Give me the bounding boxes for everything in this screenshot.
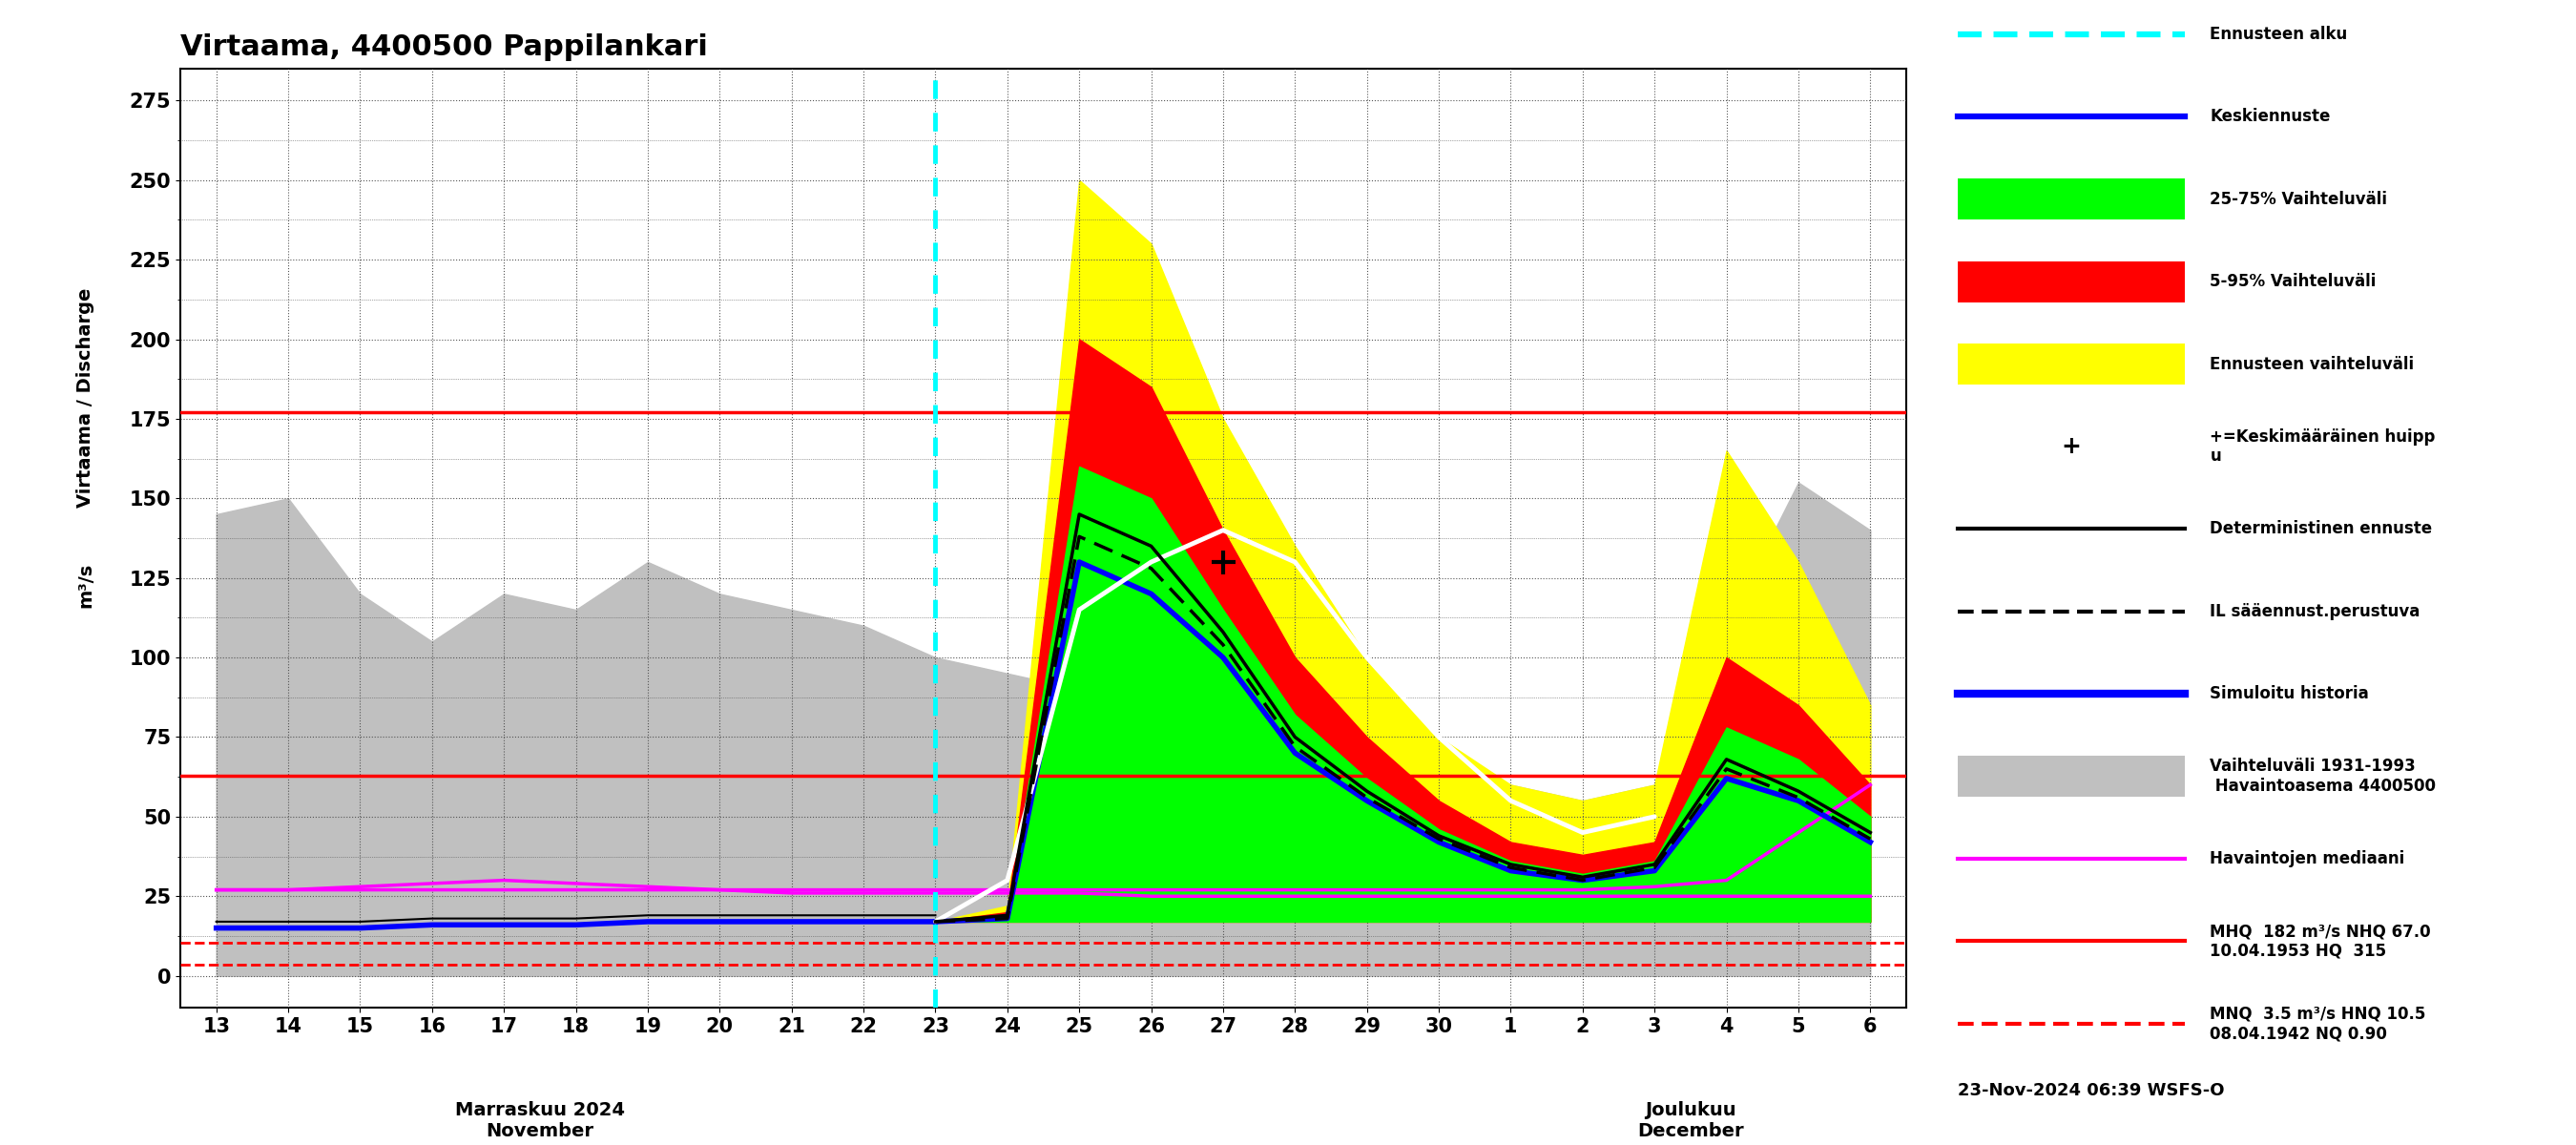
Text: MNQ  3.5 m³/s HNQ 10.5
08.04.1942 NQ 0.90: MNQ 3.5 m³/s HNQ 10.5 08.04.1942 NQ 0.90 [2210, 1005, 2427, 1042]
Text: Joulukuu
December: Joulukuu December [1638, 1101, 1744, 1140]
FancyBboxPatch shape [1958, 261, 2184, 302]
Text: +: + [2061, 435, 2081, 458]
Text: Deterministinen ennuste: Deterministinen ennuste [2210, 520, 2432, 537]
FancyBboxPatch shape [1958, 344, 2184, 385]
Text: Ennusteen alku: Ennusteen alku [2210, 25, 2347, 42]
Text: Havaintojen mediaani: Havaintojen mediaani [2210, 850, 2406, 868]
Text: MHQ  182 m³/s NHQ 67.0
10.04.1953 HQ  315: MHQ 182 m³/s NHQ 67.0 10.04.1953 HQ 315 [2210, 923, 2432, 960]
Text: IL sääennust.perustuva: IL sääennust.perustuva [2210, 602, 2421, 621]
Text: Marraskuu 2024
November: Marraskuu 2024 November [456, 1101, 626, 1140]
Text: 23-Nov-2024 06:39 WSFS-O: 23-Nov-2024 06:39 WSFS-O [1958, 1082, 2226, 1099]
Text: Vaihteluväli 1931-1993
 Havaintoasema 4400500: Vaihteluväli 1931-1993 Havaintoasema 440… [2210, 758, 2437, 795]
Text: Ennusteen vaihteluväli: Ennusteen vaihteluväli [2210, 355, 2414, 373]
FancyBboxPatch shape [1958, 179, 2184, 220]
Text: 5-95% Vaihteluväli: 5-95% Vaihteluväli [2210, 273, 2375, 290]
Text: Virtaama, 4400500 Pappilankari: Virtaama, 4400500 Pappilankari [180, 33, 708, 61]
Text: m³/s: m³/s [77, 562, 95, 608]
Text: +=Keskimääräinen huipp
u: +=Keskimääräinen huipp u [2210, 428, 2434, 465]
Text: Keskiennuste: Keskiennuste [2210, 108, 2331, 125]
Text: 25-75% Vaihteluväli: 25-75% Vaihteluväli [2210, 190, 2388, 208]
Text: Simuloitu historia: Simuloitu historia [2210, 685, 2370, 702]
Text: Virtaama / Discharge: Virtaama / Discharge [77, 287, 95, 507]
FancyBboxPatch shape [1958, 756, 2184, 797]
